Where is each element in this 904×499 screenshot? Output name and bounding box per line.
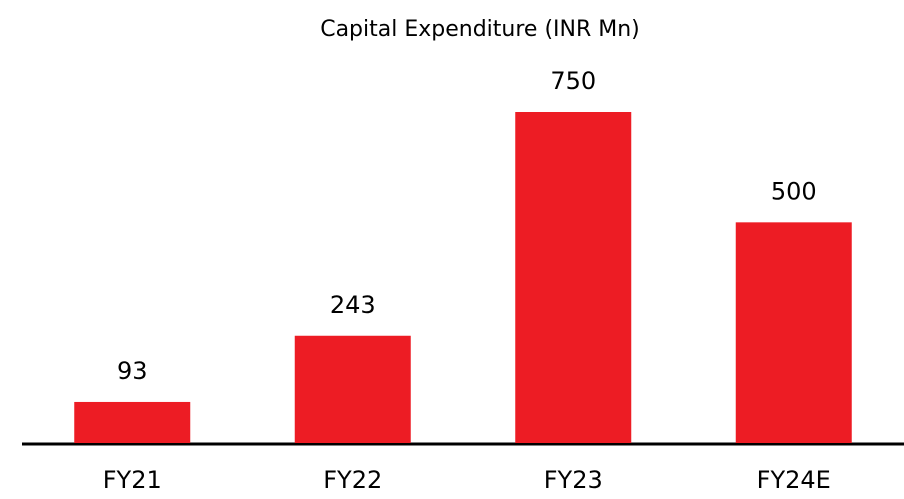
chart-title: Capital Expenditure (INR Mn): [320, 17, 640, 42]
bar: [515, 112, 632, 443]
bar: [74, 401, 191, 443]
x-tick-label: FY23: [544, 466, 603, 494]
bar: [735, 222, 852, 443]
bar: [294, 335, 411, 443]
data-label: 750: [550, 67, 596, 95]
data-label: 500: [771, 177, 817, 205]
data-label: 243: [330, 291, 376, 319]
data-label: 93: [117, 357, 148, 385]
x-tick-label: FY21: [103, 466, 162, 494]
x-tick-label: FY22: [323, 466, 382, 494]
x-tick-label: FY24E: [757, 466, 831, 494]
